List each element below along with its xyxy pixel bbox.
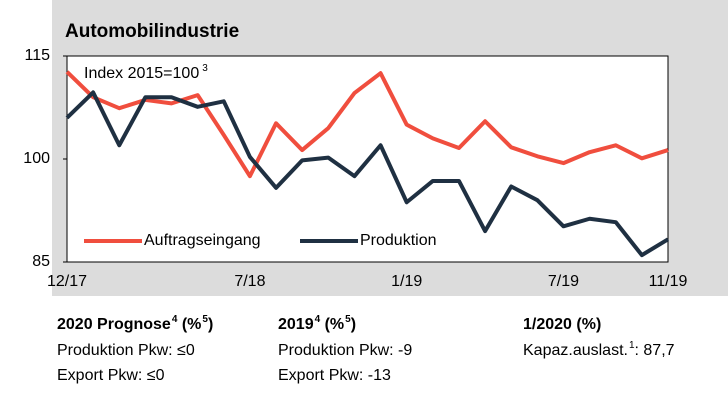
text-part: 2019 [278,316,314,333]
x-tick-label: 7/18 [234,273,265,290]
annotation: Index 2015=100 3 [84,63,208,83]
panel-line: Export Pkw: -13 [278,367,391,384]
y-tick-label: 100 [23,150,50,167]
x-tick-label: 1/19 [391,273,422,290]
chart-title: Automobilindustrie [65,21,239,42]
panel-line: Produktion Pkw: -9 [278,342,412,359]
panel-title: 1/2020 (%) [523,316,601,333]
legend-label: Auftragseingang [144,232,261,249]
legend-label: Produktion [360,232,437,249]
text-part: (% [320,316,344,333]
x-tick-label: 11/19 [649,273,688,290]
superscript: 4 [172,314,178,325]
series-line [65,90,670,258]
annotation-text: Index 2015=100 [84,65,199,82]
y-tick-label: 85 [32,253,50,270]
superscript: 1 [629,340,635,351]
text-part: 2020 Prognose [57,316,171,333]
panel-title: 20194 (%5) [278,314,356,334]
text-part: ) [208,316,213,333]
text-part: Produktion Pkw: ≤0 [57,342,195,359]
text-part: 1/2020 (%) [523,316,601,333]
text-part: Export Pkw: -13 [278,367,391,384]
panel-title: 2020 Prognose4 (%5) [57,314,213,334]
text-part: Kapaz.auslast. [523,342,628,359]
text-part: ) [351,316,356,333]
superscript: 5 [202,314,208,325]
x-tick-label: 12/17 [47,273,87,290]
superscript: 4 [315,314,321,325]
x-tick-label: 7/19 [548,273,579,290]
panel-line: Produktion Pkw: ≤0 [57,342,195,359]
text-part: : 87,7 [635,342,675,359]
panel-line: Kapaz.auslast.1: 87,7 [523,340,675,360]
text-part: (% [177,316,201,333]
annotation-sup: 3 [202,63,208,74]
superscript: 5 [345,314,351,325]
y-tick-label: 115 [24,47,50,64]
panel-line: Export Pkw: ≤0 [57,367,165,384]
series-line [65,70,669,179]
text-part: Produktion Pkw: -9 [278,342,412,359]
text-part: Export Pkw: ≤0 [57,367,165,384]
